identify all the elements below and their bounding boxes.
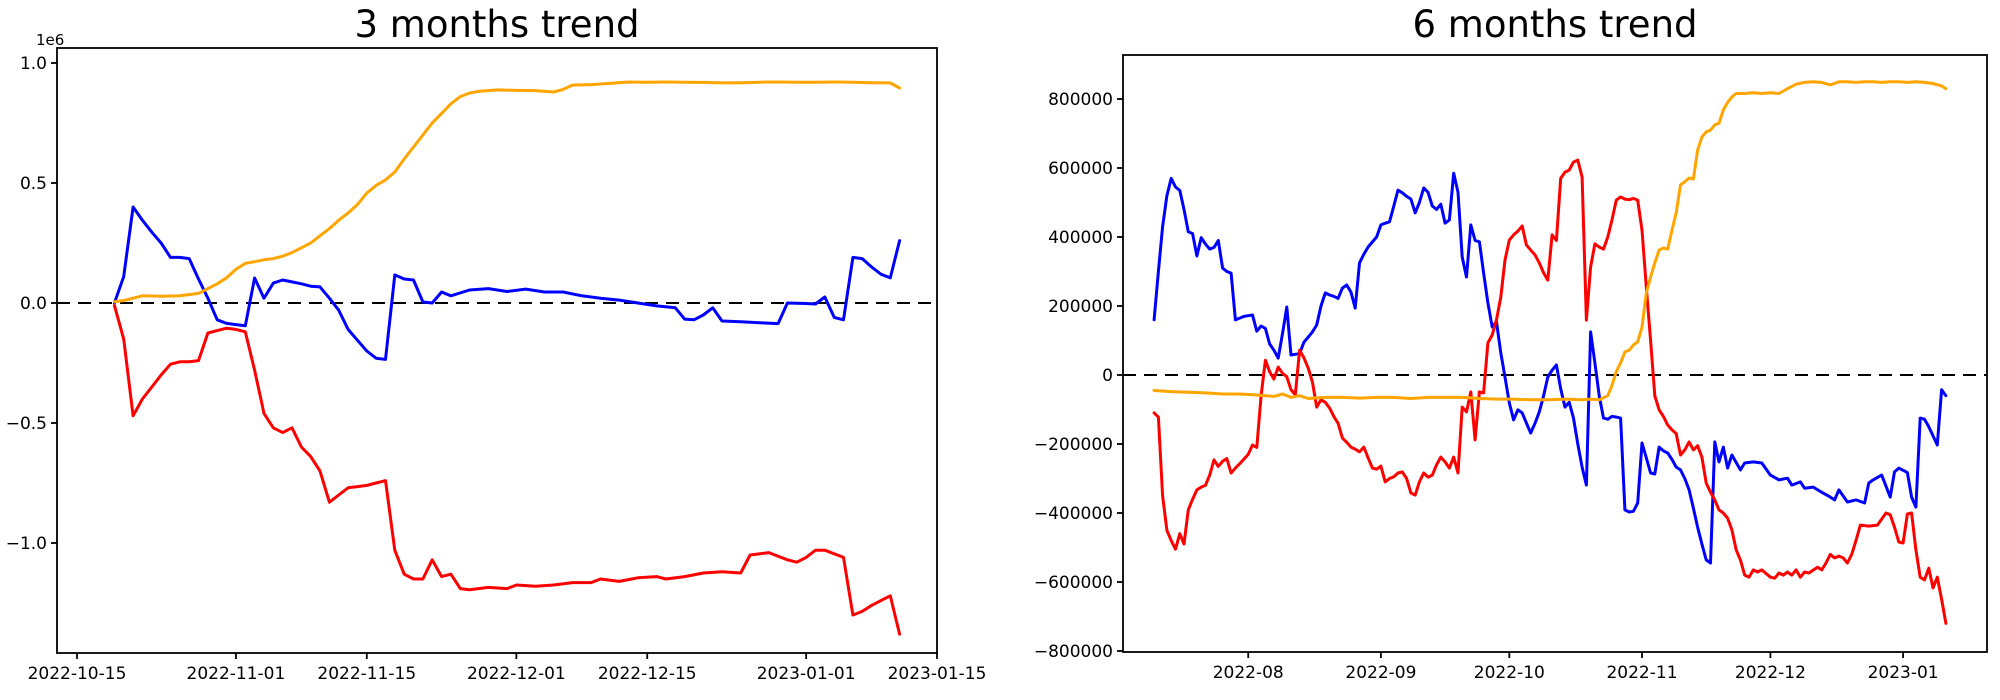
x-tick-label: 2022-12-01 — [467, 664, 566, 684]
chart-title-3-months-trend: 3 months trend — [354, 3, 640, 46]
y-tick-label: 1.0 — [20, 54, 47, 74]
x-tick-label: 2022-12-15 — [598, 664, 697, 684]
y-tick-label: 400000 — [1048, 228, 1113, 248]
red-line — [112, 303, 902, 636]
axes-spines — [56, 47, 938, 654]
y-tick-label: −0.5 — [6, 414, 47, 434]
orange-line — [1152, 80, 1948, 402]
x-tick-label: 2023-01-01 — [757, 664, 856, 684]
chart-0-plot: 2022-10-15 2022-11-01 2022-11-15 2022-12-01… — [6, 47, 987, 684]
y-tick-label: 600000 — [1048, 159, 1113, 179]
blue-line — [1152, 171, 1948, 565]
axes-spines — [1122, 54, 1988, 653]
x-tick-label: 2022-08 — [1213, 663, 1284, 683]
x-tick-label: 2023-01 — [1868, 663, 1939, 683]
x-tick-label: 2023-01-15 — [888, 664, 987, 684]
orange-line — [112, 80, 902, 304]
x-tick-label: 2022-09 — [1345, 663, 1416, 683]
y-tick-label: −800000 — [1034, 642, 1113, 662]
x-tick-label: 2022-11-01 — [187, 664, 286, 684]
y-tick-label: 0.0 — [20, 294, 47, 314]
y-tick-label: 200000 — [1048, 297, 1113, 317]
chart-title-6-months-trend: 6 months trend — [1412, 3, 1698, 46]
x-tick-label: 2022-10 — [1474, 663, 1545, 683]
y-tick-label: −400000 — [1034, 504, 1113, 524]
blue-line — [112, 205, 902, 361]
red-line — [1152, 158, 1948, 625]
x-tick-label: 2022-12 — [1735, 663, 1806, 683]
y-tick-label: −600000 — [1034, 573, 1113, 593]
x-tick-label: 2022-10-15 — [28, 664, 127, 684]
y-tick-label: 0.5 — [20, 174, 47, 194]
chart-1-plot: 2022-08 2022-09 2022-10 2022-11 2022-12 2023-… — [1034, 54, 1988, 683]
x-tick-label: 2022-11-15 — [317, 664, 416, 684]
x-tick-label: 2022-11 — [1606, 663, 1677, 683]
y-axis-offset-label-1e6: 1e6 — [36, 31, 65, 49]
y-tick-label: −1.0 — [6, 534, 47, 554]
y-tick-label: −200000 — [1034, 435, 1113, 455]
y-tick-label: 800000 — [1048, 90, 1113, 110]
y-tick-label: 0 — [1102, 366, 1113, 386]
